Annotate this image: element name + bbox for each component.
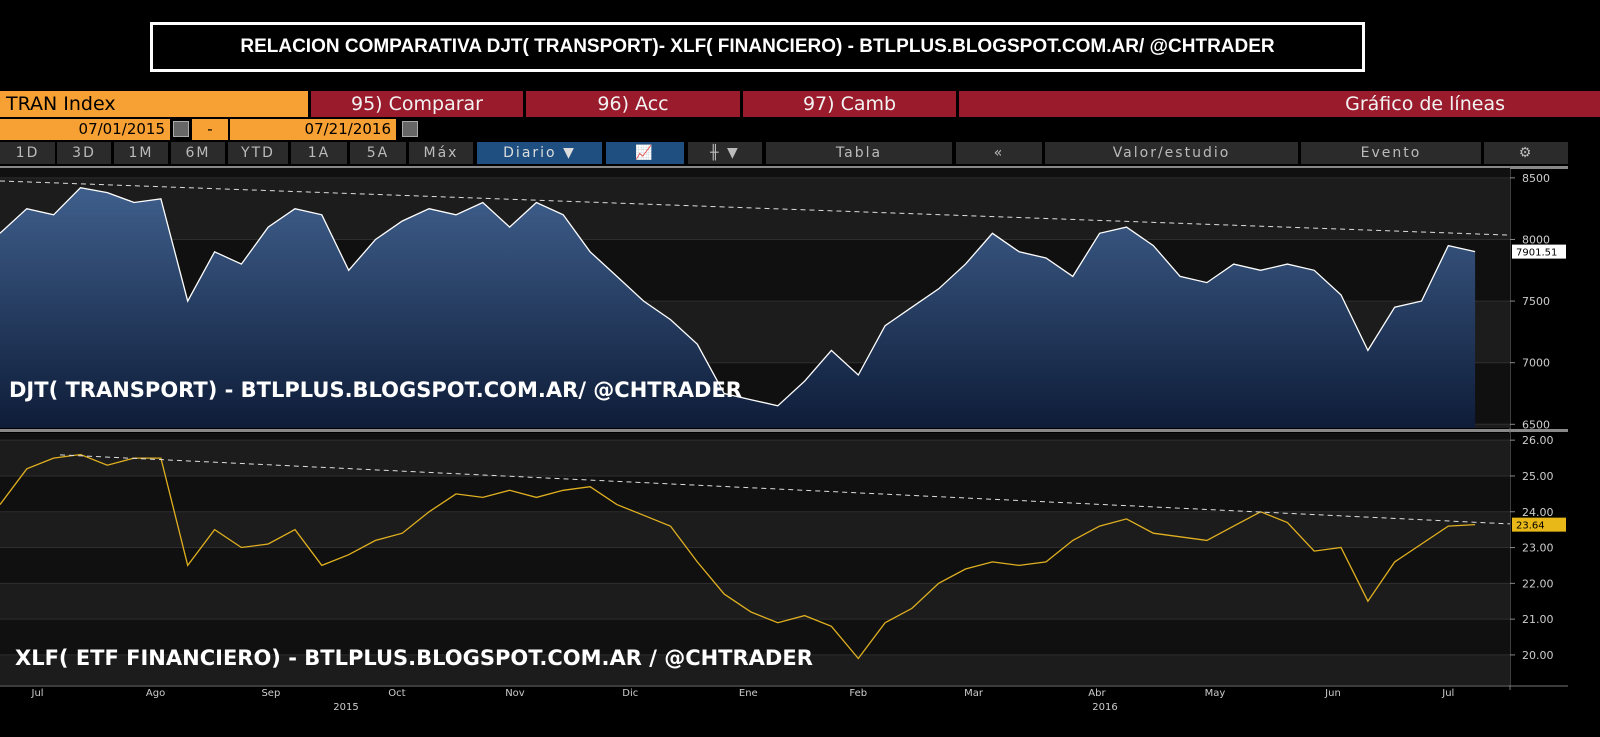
last-value-tag: [1512, 517, 1566, 532]
band: [0, 654, 1510, 685]
x-tick-label: Oct: [388, 688, 405, 699]
calendar-icon[interactable]: [402, 121, 418, 137]
y-tick-label: 21.00: [1522, 613, 1554, 626]
date-separator: -: [192, 119, 228, 140]
frequency: Diario: [503, 145, 557, 161]
x-tick-label: Ene: [739, 688, 758, 699]
x-tick-label: Feb: [849, 688, 867, 699]
trendline: [60, 454, 1511, 525]
change-button[interactable]: 97) Camb: [743, 91, 956, 117]
y-tick-label: 25.00: [1522, 470, 1554, 483]
y-tick-label: 24.00: [1522, 506, 1554, 519]
year-label: 2016: [1092, 702, 1117, 713]
chart-kind[interactable]: Gráfico de líneas: [959, 91, 1600, 117]
period-button[interactable]: YTD: [228, 142, 288, 164]
year-label: 2015: [333, 702, 358, 713]
x-tick-label: Jun: [1324, 688, 1341, 699]
x-tick-label: Sep: [261, 688, 280, 699]
calendar-icon[interactable]: [173, 121, 189, 137]
x-tick-label: Dic: [622, 688, 638, 699]
x-tick-label: Jul: [1441, 688, 1454, 699]
last-value-tag: [1512, 244, 1566, 259]
x-tick-label: Ago: [146, 688, 165, 699]
band: [0, 168, 1510, 178]
last-value-label: 23.64: [1516, 521, 1545, 532]
start-date[interactable]: 07/01/2015: [0, 119, 170, 140]
annotation: DJT( TRANSPORT) - BTLPLUS.BLOGSPOT.COM.A…: [9, 378, 742, 402]
x-tick-label: Jul: [31, 688, 44, 699]
x-tick-label: Mar: [964, 688, 984, 699]
y-tick-label: 7500: [1522, 295, 1550, 308]
period-button[interactable]: Máx: [409, 142, 473, 164]
band: [0, 547, 1510, 584]
line-icon[interactable]: 📈: [606, 142, 684, 164]
study-button[interactable]: Valor/estudio: [1045, 142, 1298, 164]
band: [0, 619, 1510, 655]
series-line: [0, 453, 1476, 660]
actions-button[interactable]: 96) Acc: [526, 91, 740, 117]
period-button[interactable]: 6M: [171, 142, 225, 164]
title: RELACION COMPARATIVA DJT( TRANSPORT)- XL…: [150, 22, 1365, 72]
settings-button[interactable]: ⚙: [1484, 142, 1568, 164]
end-date[interactable]: 07/21/2016: [230, 119, 396, 140]
x-tick-label: Nov: [505, 688, 525, 699]
y-tick-label: 8000: [1522, 233, 1550, 246]
collapse-button[interactable]: «: [956, 142, 1042, 164]
band: [0, 433, 1510, 441]
x-tick-label: Abr: [1088, 688, 1106, 699]
y-tick-label: 23.00: [1522, 542, 1554, 555]
separator: [0, 166, 1568, 169]
period-button[interactable]: 1M: [114, 142, 168, 164]
period-button[interactable]: 1A: [291, 142, 347, 164]
security-field[interactable]: TRAN Index: [0, 91, 308, 117]
y-tick-label: 22.00: [1522, 577, 1554, 590]
band: [0, 475, 1510, 512]
x-tick-label: May: [1205, 688, 1226, 699]
y-tick-label: 6500: [1522, 418, 1550, 431]
band: [0, 511, 1510, 548]
compare-button[interactable]: 95) Comparar: [311, 91, 523, 117]
y-tick-label: 8500: [1522, 172, 1550, 185]
band: [0, 440, 1510, 476]
y-tick-label: 26.00: [1522, 434, 1554, 447]
frequency-button[interactable]: Diario ▼: [477, 142, 602, 164]
y-tick-label: 7000: [1522, 357, 1550, 370]
period-button[interactable]: 1D: [0, 142, 55, 164]
separator: [0, 429, 1568, 432]
y-tick-label: 20.00: [1522, 649, 1554, 662]
bar-icon[interactable]: ╫ ▼: [688, 142, 762, 164]
annotation: XLF( ETF FINANCIERO) - BTLPLUS.BLOGSPOT.…: [15, 646, 813, 670]
period-button[interactable]: 3D: [57, 142, 111, 164]
period-button[interactable]: 5A: [350, 142, 406, 164]
band: [0, 177, 1510, 240]
event-button[interactable]: Evento: [1301, 142, 1481, 164]
table-button[interactable]: Tabla: [766, 142, 952, 164]
last-value-label: 7901.51: [1516, 248, 1557, 259]
series-line: [0, 186, 1476, 407]
